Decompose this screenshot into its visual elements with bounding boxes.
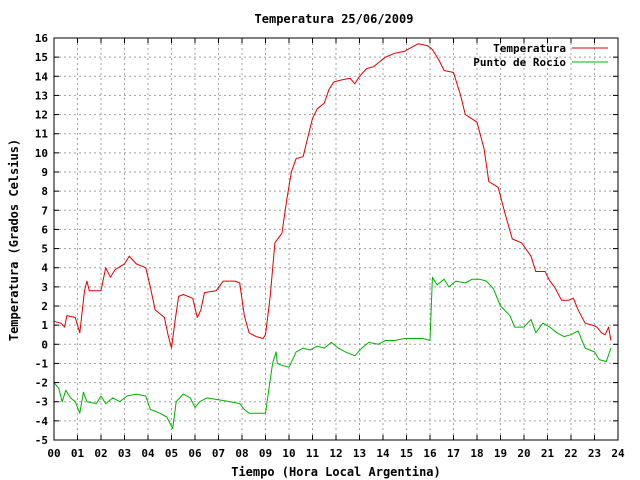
x-tick-label: 18 bbox=[470, 447, 483, 460]
x-tick-label: 05 bbox=[165, 447, 178, 460]
x-tick-label: 01 bbox=[71, 447, 85, 460]
y-tick-label: 14 bbox=[35, 70, 49, 83]
y-tick-label: 13 bbox=[35, 89, 48, 102]
series-line-punto-de-rocio bbox=[53, 276, 612, 429]
x-tick-label: 03 bbox=[118, 447, 131, 460]
x-tick-label: 14 bbox=[376, 447, 390, 460]
y-tick-label: -3 bbox=[35, 396, 48, 409]
x-tick-label: 08 bbox=[235, 447, 248, 460]
x-tick-label: 12 bbox=[329, 447, 342, 460]
legend-label-temperatura: Temperatura bbox=[493, 42, 566, 55]
y-tick-label: -5 bbox=[35, 434, 48, 447]
x-tick-label: 20 bbox=[517, 447, 530, 460]
x-tick-label: 22 bbox=[564, 447, 577, 460]
y-tick-label: 2 bbox=[41, 300, 48, 313]
ticks bbox=[53, 37, 619, 441]
y-tick-label: 12 bbox=[35, 109, 48, 122]
x-tick-label: 00 bbox=[47, 447, 60, 460]
chart-title: Temperatura 25/06/2009 bbox=[255, 12, 414, 26]
x-axis-label: Tiempo (Hora Local Argentina) bbox=[231, 465, 441, 479]
x-tick-label: 15 bbox=[400, 447, 413, 460]
x-tick-label: 21 bbox=[541, 447, 555, 460]
y-tick-label: 16 bbox=[35, 32, 49, 45]
x-tick-label: 16 bbox=[423, 447, 437, 460]
x-tick-label: 06 bbox=[188, 447, 202, 460]
x-tick-label: 24 bbox=[611, 447, 625, 460]
legend: Temperatura Punto de Rocío bbox=[473, 42, 608, 69]
x-tick-labels: 00 01 02 03 04 05 06 07 08 09 10 11 12 13 14 15 16 17 18 19… bbox=[47, 447, 625, 460]
x-tick-label: 13 bbox=[353, 447, 366, 460]
x-tick-label: 02 bbox=[94, 447, 107, 460]
x-tick-label: 17 bbox=[447, 447, 460, 460]
y-tick-label: 8 bbox=[41, 185, 48, 198]
y-tick-label: 5 bbox=[41, 243, 48, 256]
y-axis-label: Temperatura (Grados Celsius) bbox=[7, 139, 21, 341]
series-lines bbox=[53, 43, 612, 429]
y-tick-label: 0 bbox=[41, 338, 48, 351]
legend-label-punto-de-rocio: Punto de Rocío bbox=[473, 56, 566, 69]
y-tick-label: 15 bbox=[35, 51, 48, 64]
y-tick-label: -4 bbox=[35, 415, 49, 428]
x-tick-label: 11 bbox=[306, 447, 320, 460]
y-tick-label: 10 bbox=[35, 147, 48, 160]
x-tick-label: 09 bbox=[259, 447, 272, 460]
x-tick-label: 23 bbox=[588, 447, 601, 460]
y-tick-label: 7 bbox=[41, 204, 48, 217]
y-tick-label: -1 bbox=[35, 357, 49, 370]
y-tick-label: 11 bbox=[35, 128, 49, 141]
series-line-temperatura bbox=[53, 43, 612, 349]
y-tick-label: 6 bbox=[41, 223, 48, 236]
x-tick-label: 19 bbox=[494, 447, 507, 460]
y-tick-label: 1 bbox=[41, 319, 48, 332]
x-tick-label: 04 bbox=[141, 447, 155, 460]
x-tick-label: 07 bbox=[212, 447, 225, 460]
y-tick-label: 4 bbox=[41, 262, 48, 275]
y-tick-label: 9 bbox=[41, 166, 48, 179]
y-tick-label: 3 bbox=[41, 281, 48, 294]
grid bbox=[54, 38, 618, 440]
x-tick-label: 10 bbox=[282, 447, 295, 460]
y-tick-label: -2 bbox=[35, 377, 48, 390]
